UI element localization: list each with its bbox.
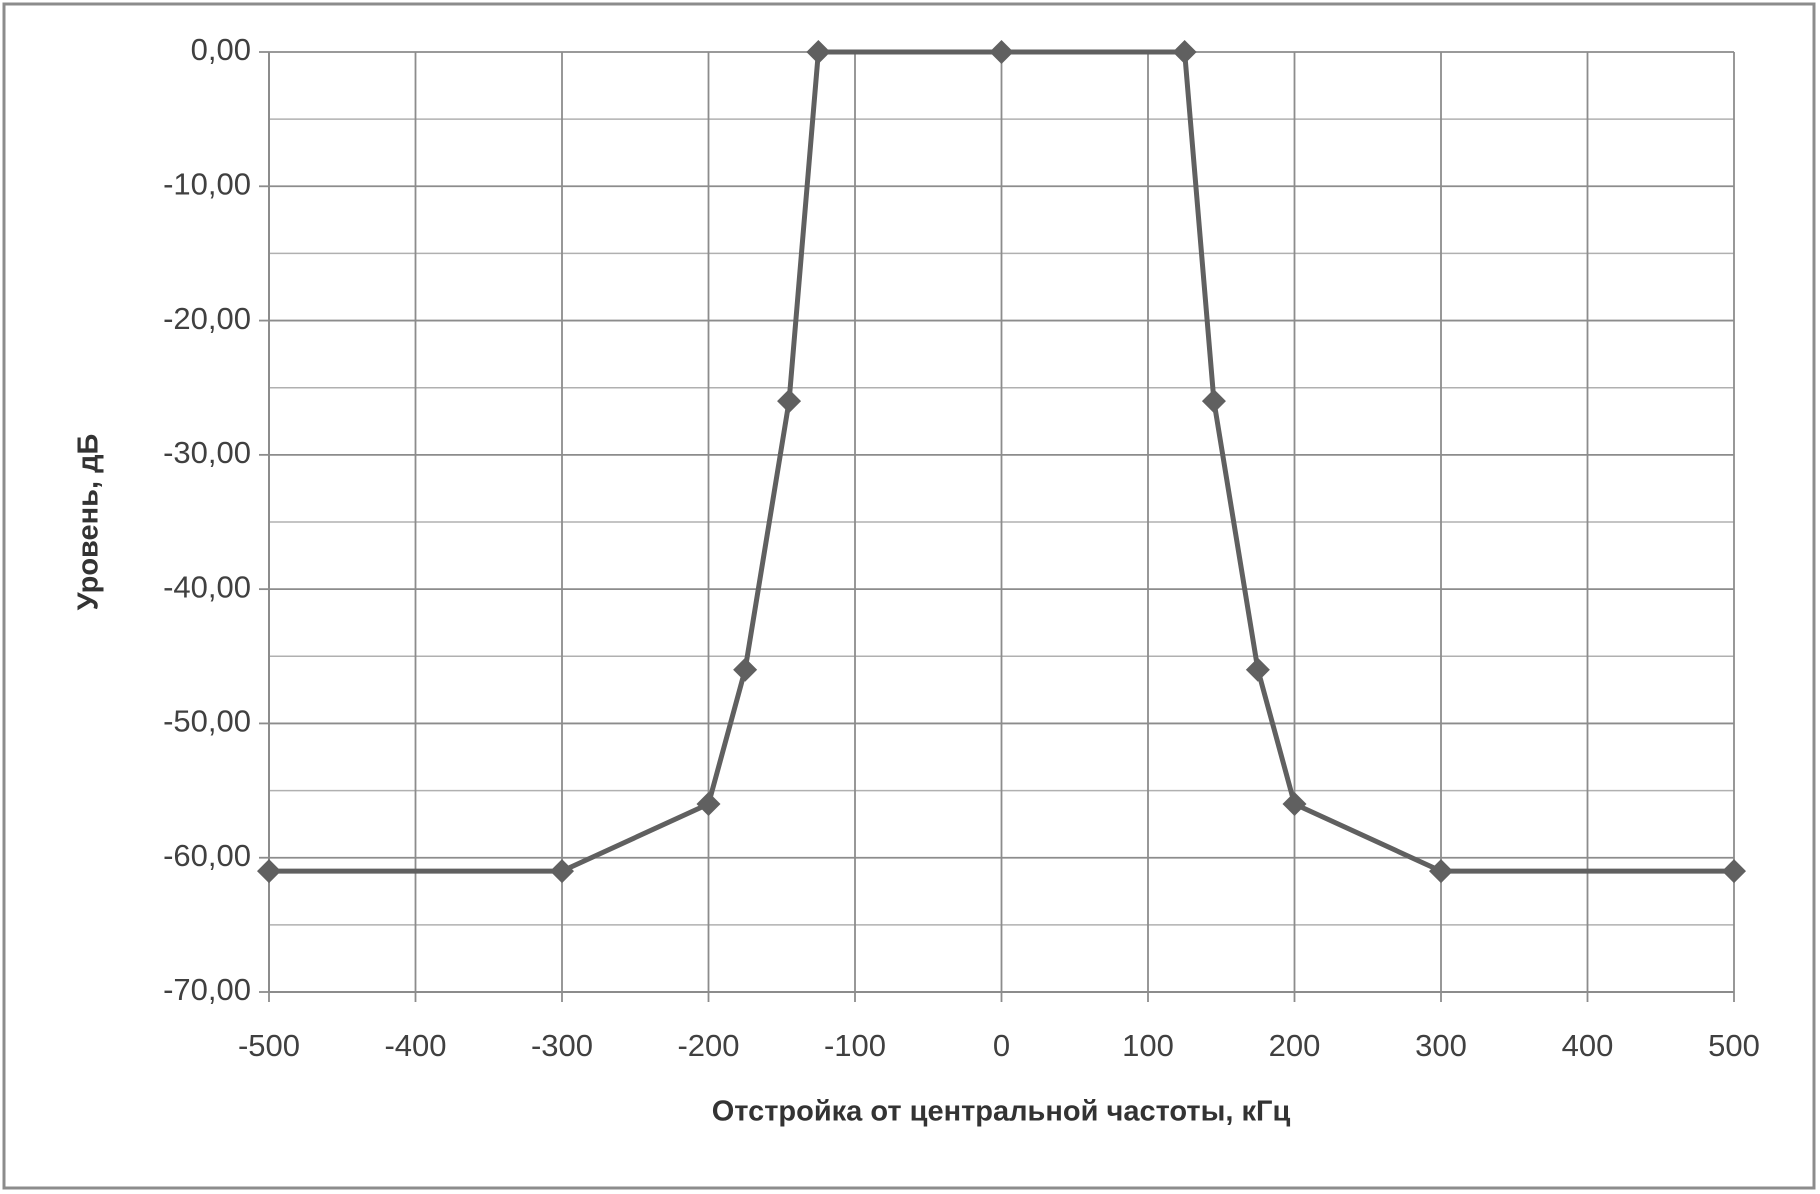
data-point bbox=[1429, 859, 1453, 884]
data-point bbox=[1282, 792, 1307, 816]
x-tick-label: 100 bbox=[1122, 1028, 1174, 1063]
x-tick-label: 0 bbox=[993, 1028, 1010, 1063]
y-tick-label: -50,00 bbox=[163, 704, 251, 739]
data-point bbox=[696, 792, 721, 816]
x-tick-label: -300 bbox=[531, 1028, 593, 1063]
y-axis-title: Уровень, дБ bbox=[73, 434, 105, 611]
data-point bbox=[1201, 389, 1226, 414]
data-point bbox=[1722, 859, 1746, 884]
x-axis-title: Отстройка от центральной частоты, кГц bbox=[712, 1096, 1291, 1128]
x-tick-label: 200 bbox=[1269, 1028, 1321, 1063]
y-tick-label: -30,00 bbox=[163, 435, 251, 470]
data-point bbox=[1172, 40, 1197, 64]
data-point bbox=[1245, 657, 1270, 682]
x-tick-label: 400 bbox=[1562, 1028, 1614, 1063]
data-point bbox=[257, 859, 281, 884]
y-tick-label: -70,00 bbox=[163, 972, 251, 1007]
data-point bbox=[989, 40, 1014, 64]
x-tick-label: -200 bbox=[677, 1028, 739, 1063]
data-point bbox=[777, 389, 802, 414]
x-tick-label: -400 bbox=[384, 1028, 446, 1063]
x-tick-label: -500 bbox=[238, 1028, 300, 1063]
data-point bbox=[550, 859, 574, 884]
x-tick-label: 500 bbox=[1708, 1028, 1760, 1063]
x-tick-label: -100 bbox=[824, 1028, 886, 1063]
y-tick-label: -60,00 bbox=[163, 838, 251, 873]
y-tick-label: -20,00 bbox=[163, 301, 251, 336]
y-tick-label: -10,00 bbox=[163, 166, 251, 201]
x-tick-label: 300 bbox=[1415, 1028, 1467, 1063]
y-tick-label: -40,00 bbox=[163, 569, 251, 604]
data-point bbox=[806, 40, 831, 64]
y-tick-label: 0,00 bbox=[191, 32, 251, 67]
data-point bbox=[733, 657, 758, 682]
